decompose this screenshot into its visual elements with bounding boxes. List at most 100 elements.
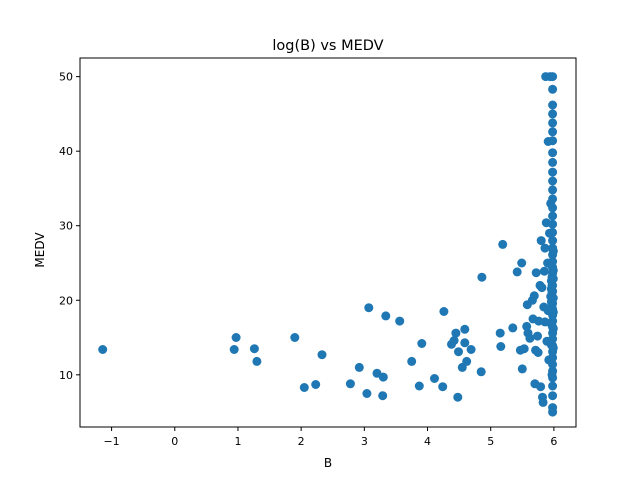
data-point: [378, 391, 388, 401]
data-point: [529, 291, 539, 301]
data-point: [378, 372, 388, 382]
data-point: [252, 356, 262, 366]
data-point: [548, 391, 558, 401]
data-point: [548, 359, 558, 369]
data-point: [407, 356, 417, 366]
data-point: [546, 297, 556, 307]
data-point: [381, 311, 391, 321]
data-point: [453, 392, 463, 402]
data-point: [451, 328, 461, 338]
x-tick-label: 2: [298, 435, 305, 448]
data-point: [362, 389, 372, 398]
data-point: [417, 339, 427, 348]
data-point: [548, 100, 558, 110]
data-point: [477, 272, 487, 282]
data-point: [414, 381, 424, 391]
x-tick-label: −1: [103, 435, 119, 448]
data-point: [548, 185, 558, 195]
data-point: [539, 266, 549, 276]
data-point: [495, 328, 505, 338]
data-point: [548, 72, 558, 82]
chart-title: log(B) vs MEDV: [272, 38, 383, 54]
data-point: [548, 194, 558, 204]
data-point: [498, 239, 508, 249]
x-tick-label: 5: [487, 435, 494, 448]
data-point: [354, 362, 364, 372]
x-axis-label: B: [324, 456, 332, 470]
data-point: [364, 303, 374, 313]
data-point: [533, 348, 543, 357]
x-tick-label: 1: [234, 435, 241, 448]
data-point: [548, 381, 558, 391]
data-point: [522, 321, 532, 331]
data-point: [536, 236, 546, 246]
data-point: [548, 211, 558, 221]
data-point: [548, 307, 558, 317]
data-point: [548, 203, 558, 213]
data-point: [548, 266, 558, 275]
data-point: [519, 344, 529, 354]
data-point: [299, 383, 309, 392]
data-point: [548, 136, 558, 146]
data-point: [517, 364, 527, 374]
data-point: [531, 268, 541, 278]
data-point: [546, 284, 556, 294]
data-point: [540, 243, 550, 253]
axis-ticks: −1 0 1 2 3 4 5 6 10 20 30 40 50: [59, 71, 557, 448]
data-point: [449, 336, 459, 345]
data-point: [548, 176, 558, 186]
data-point: [548, 109, 558, 119]
data-point: [317, 350, 327, 360]
data-point: [548, 373, 558, 383]
data-point: [476, 367, 486, 377]
data-point: [311, 380, 321, 389]
data-point: [454, 347, 463, 357]
data-point: [512, 267, 522, 277]
data-point: [395, 316, 405, 326]
data-point: [548, 246, 558, 256]
data-point: [229, 345, 239, 354]
data-point: [439, 307, 449, 316]
data-point: [548, 403, 558, 413]
y-tick-label: 50: [59, 71, 73, 84]
data-point: [460, 338, 470, 348]
data-point: [548, 219, 558, 229]
x-tick-label: 6: [550, 435, 557, 448]
data-point: [548, 84, 558, 94]
data-point: [548, 366, 558, 376]
x-tick-label: 3: [361, 435, 368, 448]
data-points: [98, 72, 558, 417]
data-point: [548, 343, 558, 353]
data-point: [538, 397, 548, 407]
data-point: [533, 331, 542, 341]
y-tick-label: 30: [59, 220, 73, 233]
y-tick-label: 40: [59, 145, 73, 158]
data-point: [508, 323, 518, 333]
data-point: [548, 324, 558, 334]
data-point: [525, 333, 535, 343]
y-axis-label: MEDV: [33, 232, 47, 268]
data-point: [548, 127, 558, 137]
data-point: [438, 382, 448, 392]
data-point: [548, 157, 558, 167]
data-point: [548, 148, 558, 158]
data-point: [517, 258, 527, 268]
data-point: [537, 283, 547, 293]
data-point: [249, 344, 259, 354]
y-tick-label: 20: [59, 294, 73, 307]
data-point: [466, 345, 476, 354]
data-point: [98, 345, 108, 354]
data-point: [231, 333, 241, 342]
x-tick-label: 4: [424, 435, 431, 448]
data-point: [462, 356, 472, 366]
data-point: [548, 227, 558, 237]
x-tick-label: 0: [171, 435, 178, 448]
data-point: [345, 379, 355, 389]
data-point: [548, 236, 558, 246]
data-point: [460, 324, 470, 334]
data-point: [548, 118, 558, 128]
plot-frame: [79, 57, 577, 428]
